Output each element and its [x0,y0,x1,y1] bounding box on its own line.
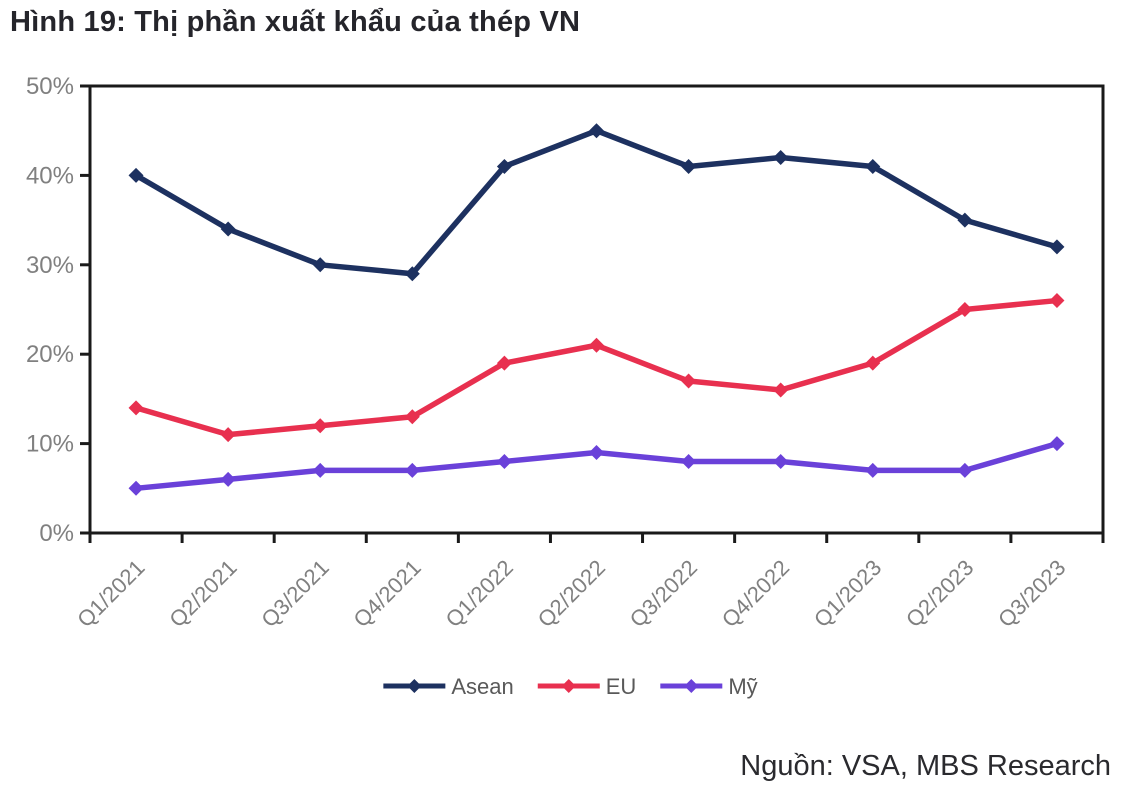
data-point-marker [957,302,973,317]
data-point-marker [681,158,697,174]
y-axis: 0% 10% 20% 30% 40% 50% [26,73,90,547]
x-category-label: Q2/2021 [164,555,241,632]
data-point-marker [220,221,236,237]
data-point-marker [496,355,512,371]
x-category-label: Q4/2021 [348,555,425,632]
x-category-label: Q3/2023 [993,555,1070,632]
legend-item-mỹ: Mỹ [660,674,758,699]
data-point-marker [957,462,973,478]
legend-label: Mỹ [728,674,757,699]
data-point-marker [773,150,789,166]
legend-item-asean: Asean [383,674,514,699]
x-category-label: Q1/2021 [72,555,149,632]
source-text: Nguồn: VSA, MBS Research [740,750,1111,782]
y-tick-label: 10% [26,431,74,458]
data-point-marker [220,471,236,487]
y-tick-label: 50% [26,73,74,100]
x-axis: Q1/2021 Q2/2021 Q3/2021 Q4/2021 Q1/2022 Q2/20… [72,533,1105,632]
data-point-marker [957,212,973,228]
data-point-marker [681,453,697,469]
data-point-marker [773,453,789,469]
data-point-marker [404,266,420,282]
data-point-marker [220,427,236,443]
figure-title: Hình 19: Thị phần xuất khẩu của thép VN [10,6,581,38]
data-point-marker [1049,293,1065,309]
data-point-marker [312,257,328,273]
data-point-marker [404,409,420,425]
data-point-marker [681,373,697,389]
legend-label: EU [606,674,637,699]
legend-item-eu: EU [537,674,637,699]
x-category-label: Q2/2023 [901,555,978,632]
legend-marker [684,679,699,693]
data-point-marker [312,418,328,434]
data-point-marker [128,400,144,416]
data-point-marker [1049,239,1065,255]
x-category-label: Q1/2022 [441,555,518,632]
legend-marker [561,679,576,693]
y-tick-label: 20% [26,341,74,368]
y-tick-label: 30% [26,252,74,279]
data-point-marker [865,355,881,371]
data-point-marker [589,445,604,461]
data-point-marker [865,462,881,478]
series-mỹ [128,436,1065,496]
x-category-label: Q2/2022 [533,555,610,632]
chart-area: 0% 10% 20% 30% 40% 50% Q1/2021 Q2/2021 Q3/2021 Q4… [0,60,1141,720]
x-category-label: Q4/2022 [717,555,794,632]
data-point-marker [128,167,144,183]
data-point-marker [496,158,512,174]
data-point-marker [773,382,789,398]
x-category-label: Q3/2022 [625,555,702,632]
y-tick-label: 40% [26,162,74,189]
legend: Asean EU Mỹ [383,674,758,699]
line-chart: 0%10%20%30%40%50%Q1/2021 Q2/2021 Q3/2021 Q4… [26,73,1105,699]
x-category-label: Q1/2023 [809,555,886,632]
data-point-marker [865,158,881,174]
legend-marker [407,679,422,693]
data-point-marker [312,462,328,478]
data-point-marker [404,462,420,478]
series-asean [128,123,1065,282]
series-line [133,297,1060,438]
data-point-marker [496,453,512,469]
series-line [133,127,1060,277]
legend-label: Asean [451,674,513,699]
data-point-marker [1049,436,1065,452]
plot-frame [88,84,1105,535]
data-point-marker [589,337,604,353]
x-category-label: Q3/2021 [256,555,333,632]
y-tick-label: 0% [39,520,74,547]
data-point-marker [128,480,144,496]
series-eu [128,293,1065,443]
data-point-marker [589,123,604,139]
